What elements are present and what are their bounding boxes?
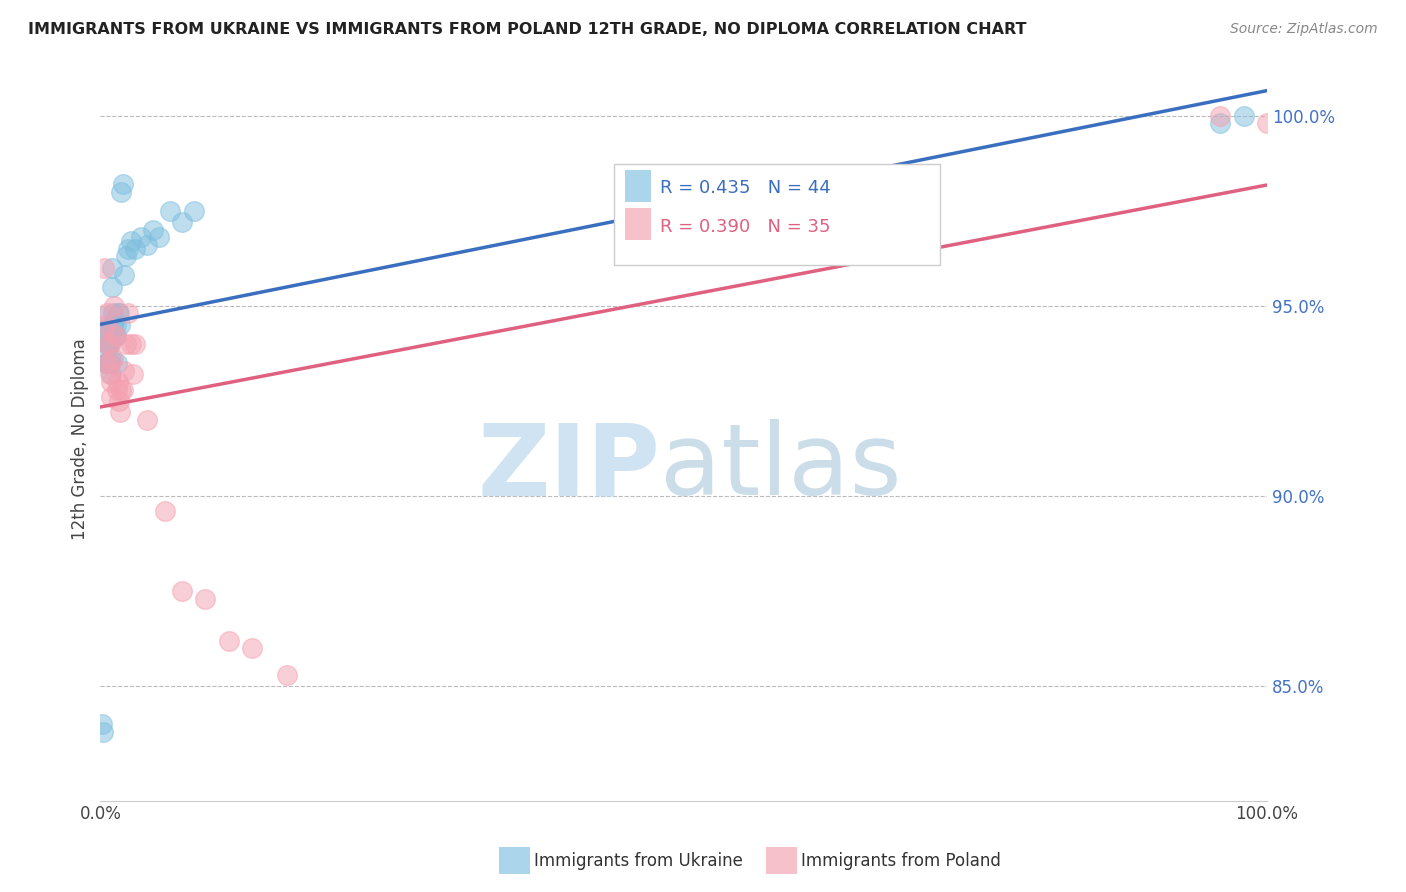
Point <box>108 306 131 320</box>
Point <box>120 234 142 248</box>
Point <box>94 318 117 332</box>
Point <box>124 337 146 351</box>
Point <box>98 356 121 370</box>
Point <box>98 326 121 340</box>
Point <box>96 341 118 355</box>
Point <box>100 390 122 404</box>
Point <box>96 337 118 351</box>
Point <box>170 215 193 229</box>
Point <box>103 352 125 367</box>
Y-axis label: 12th Grade, No Diploma: 12th Grade, No Diploma <box>72 338 89 540</box>
Point <box>101 326 124 340</box>
Point <box>112 268 135 283</box>
Point <box>108 405 131 419</box>
Point <box>103 314 125 328</box>
Point <box>1209 116 1232 130</box>
Point <box>100 375 122 389</box>
Point <box>122 368 145 382</box>
Point <box>142 222 165 236</box>
Point <box>97 356 120 370</box>
Point <box>110 185 132 199</box>
Point <box>111 177 134 191</box>
Point <box>93 260 115 275</box>
Point <box>101 260 124 275</box>
Point <box>112 363 135 377</box>
Point <box>1232 108 1254 122</box>
Point <box>98 337 121 351</box>
Point <box>107 306 129 320</box>
Point <box>120 337 142 351</box>
Point <box>129 230 152 244</box>
Point <box>93 310 115 325</box>
Point <box>117 242 139 256</box>
Point <box>90 717 112 731</box>
Point <box>104 329 127 343</box>
Point <box>115 337 138 351</box>
Point <box>105 383 128 397</box>
Point <box>96 356 118 370</box>
Point <box>1256 116 1278 130</box>
Point <box>97 356 120 370</box>
Text: R = 0.435   N = 44: R = 0.435 N = 44 <box>661 178 831 196</box>
Text: Source: ZipAtlas.com: Source: ZipAtlas.com <box>1230 22 1378 37</box>
Text: IMMIGRANTS FROM UKRAINE VS IMMIGRANTS FROM POLAND 12TH GRADE, NO DIPLOMA CORRELA: IMMIGRANTS FROM UKRAINE VS IMMIGRANTS FR… <box>28 22 1026 37</box>
Point <box>240 641 263 656</box>
Point <box>104 318 127 332</box>
Point <box>96 356 118 370</box>
Point <box>97 337 120 351</box>
Point <box>96 356 118 370</box>
Point <box>218 633 240 648</box>
Text: R = 0.390   N = 35: R = 0.390 N = 35 <box>661 219 831 236</box>
Bar <box>626 209 651 240</box>
Point <box>94 321 117 335</box>
Point <box>91 725 114 739</box>
Point <box>183 203 205 218</box>
Point <box>115 249 138 263</box>
Point <box>148 230 170 244</box>
Bar <box>626 170 651 202</box>
Text: Immigrants from Ukraine: Immigrants from Ukraine <box>534 852 744 870</box>
Point <box>117 306 139 320</box>
Point <box>153 504 176 518</box>
Point <box>100 368 122 382</box>
Point <box>105 356 128 370</box>
Point <box>276 668 298 682</box>
Point <box>103 306 125 320</box>
Point <box>101 280 124 294</box>
Point <box>110 383 132 397</box>
Point <box>97 337 120 351</box>
Point <box>107 375 129 389</box>
Point <box>108 318 131 332</box>
Point <box>103 318 125 332</box>
Point <box>111 383 134 397</box>
Point <box>103 329 125 343</box>
Point <box>159 203 181 218</box>
FancyBboxPatch shape <box>613 164 941 266</box>
Point <box>1209 108 1232 122</box>
Point <box>124 242 146 256</box>
Text: atlas: atlas <box>661 419 901 516</box>
Point <box>104 329 127 343</box>
Text: ZIP: ZIP <box>478 419 661 516</box>
Point <box>194 591 217 606</box>
Text: Immigrants from Poland: Immigrants from Poland <box>801 852 1001 870</box>
Point <box>96 306 118 320</box>
Point <box>136 413 159 427</box>
Point <box>103 299 125 313</box>
Point <box>170 584 193 599</box>
Point <box>98 368 121 382</box>
Point <box>100 352 122 367</box>
Point <box>93 326 115 340</box>
Point <box>136 238 159 252</box>
Point <box>96 337 118 351</box>
Point <box>108 394 131 409</box>
